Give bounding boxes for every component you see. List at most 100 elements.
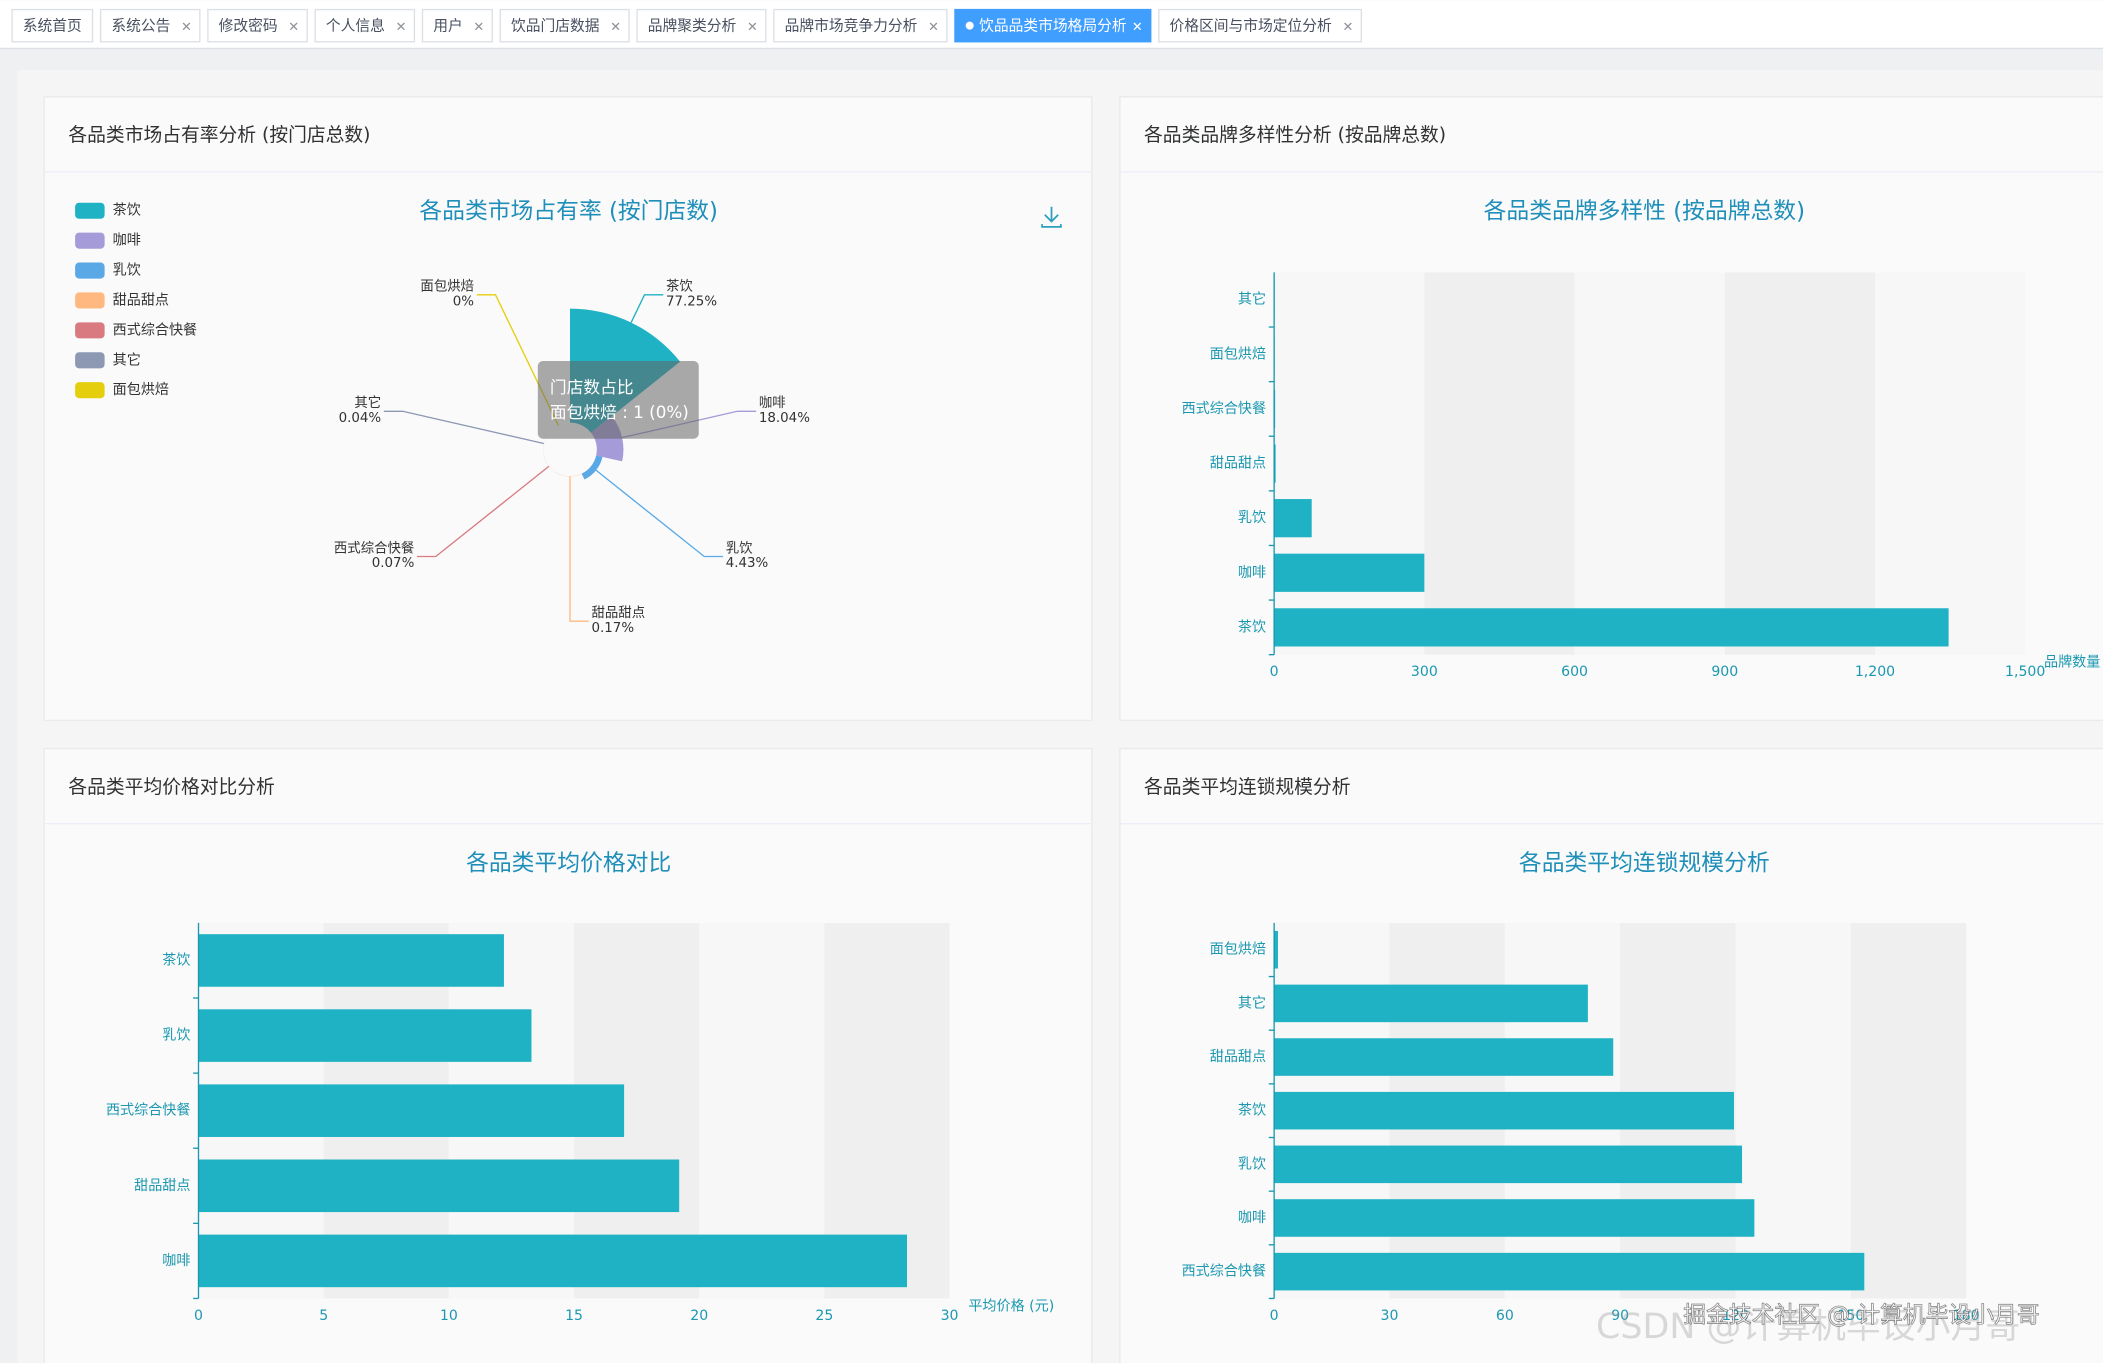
- tab-label[interactable]: 个人信息: [326, 17, 385, 34]
- tab[interactable]: 价格区间与市场定位分析: [1158, 8, 1362, 43]
- tab-close[interactable]: [397, 22, 405, 31]
- bar: [198, 1159, 680, 1213]
- slice-value: 0.07%: [372, 556, 415, 571]
- y-tick-label: 面包烘焙: [1210, 942, 1266, 958]
- tab-label[interactable]: 饮品品类市场格局分析: [979, 17, 1127, 34]
- download-icon[interactable]: [1041, 206, 1062, 228]
- bar: [1274, 1038, 1614, 1076]
- y-tick-label: 甜品甜点: [1210, 1049, 1266, 1065]
- label-line: [417, 465, 550, 558]
- tab-label[interactable]: 品牌聚类分析: [648, 17, 737, 34]
- tab-label[interactable]: 修改密码: [219, 17, 278, 34]
- charts: 各品类市场占有率 (按门店数)茶饮咖啡乳饮甜品甜点西式综合快餐其它面包烘焙茶饮7…: [75, 199, 2100, 1324]
- x-tick-label: 90: [1611, 1308, 1629, 1324]
- slice-value: 18.04%: [759, 411, 810, 426]
- tab-label[interactable]: 系统首页: [23, 17, 82, 34]
- tab-close[interactable]: [182, 22, 191, 31]
- tab-close[interactable]: [929, 22, 938, 31]
- tab-close[interactable]: [289, 22, 298, 31]
- panel-title: 各品类平均连锁规模分析: [1144, 776, 1350, 798]
- tab-label[interactable]: 价格区间与市场定位分析: [1170, 17, 1333, 34]
- bar: [198, 1009, 532, 1062]
- legend-swatch: [75, 322, 105, 339]
- tab-box[interactable]: [954, 8, 1152, 43]
- tab[interactable]: 用户: [421, 8, 493, 43]
- tab-label[interactable]: 用户: [433, 17, 463, 34]
- bar: [198, 1234, 908, 1288]
- x-tick-label: 60: [1496, 1308, 1514, 1324]
- y-tick-label: 西式综合快餐: [106, 1103, 190, 1119]
- y-tick-label: 咖啡: [1238, 1210, 1266, 1226]
- y-tick-label: 其它: [1238, 994, 1266, 1011]
- tab-box[interactable]: [499, 8, 630, 43]
- x-tick-label: 120: [1722, 1308, 1749, 1324]
- tab-box[interactable]: [421, 8, 493, 43]
- tab[interactable]: 饮品门店数据: [499, 8, 630, 43]
- tab-box[interactable]: [11, 8, 94, 43]
- x-tick-label: 300: [1411, 664, 1438, 680]
- tab[interactable]: 饮品品类市场格局分析: [954, 8, 1152, 43]
- tooltip-text: 面包烘焙 : 1 (0%): [550, 402, 689, 422]
- bar: [198, 1084, 625, 1137]
- bar: [1274, 1199, 1755, 1237]
- tab-close[interactable]: [474, 22, 483, 31]
- pie-slice: [558, 473, 582, 477]
- tab[interactable]: 品牌聚类分析: [636, 8, 767, 43]
- tab-box[interactable]: [99, 8, 201, 43]
- watermark-text: 掘金技术社区 @ 计算机毕设小月哥: [1683, 1302, 2039, 1328]
- label-line: [630, 294, 664, 323]
- tab-close[interactable]: [748, 22, 757, 31]
- y-tick-label: 咖啡: [162, 1253, 190, 1269]
- slice-value: 0.04%: [339, 411, 382, 426]
- split-area: [1874, 272, 2026, 655]
- y-tick-label: 西式综合快餐: [1182, 1264, 1266, 1280]
- tab-label[interactable]: 饮品门店数据: [511, 17, 600, 34]
- label-line: [595, 469, 724, 558]
- bar: [1274, 1145, 1743, 1184]
- bar: [1274, 930, 1278, 969]
- tab-close[interactable]: [611, 22, 620, 31]
- pie-slice: [581, 455, 603, 480]
- tab-label[interactable]: 系统公告: [111, 17, 170, 34]
- legend-swatch: [75, 262, 105, 279]
- tab-label[interactable]: 品牌市场竞争力分析: [785, 16, 918, 34]
- slice-label: 甜品甜点: [591, 605, 645, 621]
- slice-label: 西式综合快餐: [334, 540, 414, 556]
- panel-title: 各品类市场占有率分析 (按门店总数): [68, 124, 370, 146]
- bar: [198, 934, 504, 987]
- x-tick-label: 25: [815, 1308, 833, 1324]
- x-tick-label: 150: [1837, 1308, 1864, 1324]
- panel-title: 各品类品牌多样性分析 (按品牌总数): [1144, 124, 1446, 146]
- tab[interactable]: 系统首页: [11, 8, 94, 43]
- y-tick-label: 甜品甜点: [1210, 456, 1266, 472]
- tab[interactable]: 品牌市场竞争力分析: [773, 8, 948, 43]
- split-area: [1724, 272, 1875, 655]
- tooltip-title: 门店数占比: [550, 377, 634, 397]
- tabs: 系统首页 系统公告 修改密码 个人信息 用户 饮品门店数据 品牌聚类分析 品牌市场竞争力分析 饮…: [11, 8, 1362, 43]
- x-axis-name: 品牌数量: [2044, 654, 2100, 671]
- legend-swatch: [75, 202, 105, 219]
- split-area: [1735, 922, 1851, 1299]
- tab-box[interactable]: [773, 8, 948, 43]
- tab-close[interactable]: [1344, 22, 1352, 31]
- tab[interactable]: 修改密码: [207, 8, 308, 43]
- x-tick-label: 1,500: [2005, 664, 2045, 680]
- split-area: [1574, 272, 1725, 655]
- tab[interactable]: 系统公告: [99, 8, 201, 43]
- tab-box[interactable]: [1158, 8, 1362, 43]
- tab-close[interactable]: [1133, 22, 1142, 31]
- x-tick-label: 0: [194, 1308, 203, 1324]
- legend-swatch: [75, 352, 105, 369]
- slice-label: 其它: [354, 394, 381, 411]
- tab[interactable]: 个人信息: [314, 8, 416, 43]
- x-tick-label: 600: [1561, 664, 1588, 680]
- tab-box[interactable]: [636, 8, 767, 43]
- tab-box[interactable]: [207, 8, 308, 43]
- split-area: [1274, 272, 1425, 655]
- tab-box[interactable]: [314, 8, 416, 43]
- x-tick-label: 15: [565, 1308, 583, 1324]
- y-tick-label: 茶饮: [162, 952, 190, 968]
- x-tick-label: 0: [1270, 664, 1279, 680]
- legend-swatch: [75, 382, 105, 399]
